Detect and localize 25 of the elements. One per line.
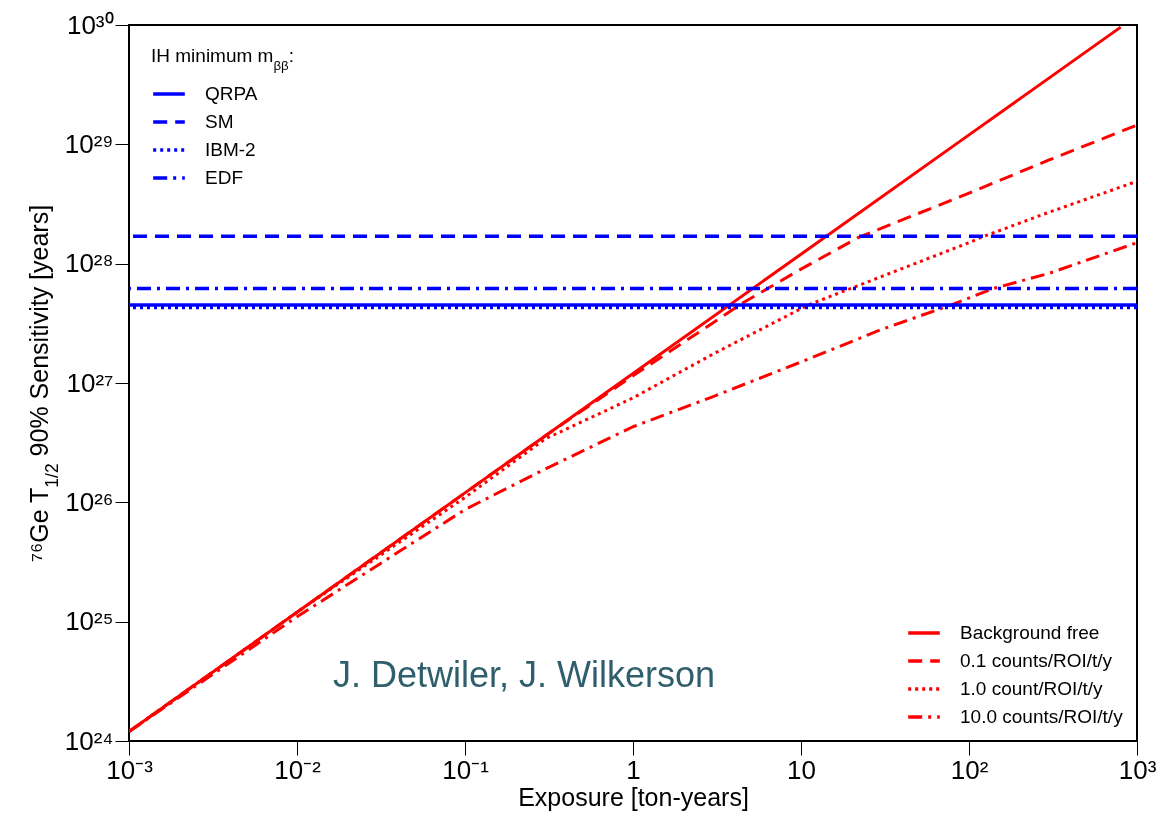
legend-label: QRPA: [205, 83, 258, 104]
legend-label: Background free: [960, 622, 1100, 643]
legend-title: IH minimum m$_{ββ}$:: [151, 45, 295, 73]
x-tick-label: 10³: [1118, 754, 1157, 785]
legend-label: 1.0 count/ROI/t/y: [960, 678, 1104, 699]
y-tick-label: 10²⁸: [64, 248, 114, 279]
annotation: J. Detwiler, J. Wilkerson: [332, 654, 716, 695]
legend-label: 0.1 counts/ROI/t/y: [960, 650, 1113, 671]
legend-label: IBM-2: [205, 139, 256, 160]
y-tick-label: 10³⁰: [66, 9, 114, 40]
legend-label: EDF: [205, 167, 243, 188]
legend-label: 10.0 counts/ROI/t/y: [960, 706, 1124, 727]
legend-label: SM: [205, 111, 234, 132]
x-tick-label: 10⁻¹: [442, 754, 490, 785]
y-tick-label: 10²⁵: [65, 606, 114, 637]
x-axis-title: Exposure [ton-years]: [518, 782, 749, 811]
x-tick-label: 10: [787, 754, 816, 785]
y-tick-label: 10²⁷: [66, 367, 114, 398]
y-tick-label: 10²⁶: [65, 486, 114, 517]
x-tick-label: 10⁻²: [274, 754, 322, 785]
y-tick-label: 10²⁹: [64, 128, 114, 159]
x-tick-label: 10²: [950, 754, 989, 785]
y-tick-label: 10²⁴: [64, 725, 114, 756]
x-tick-label: 10⁻³: [106, 754, 154, 785]
x-tick-label: 1: [626, 754, 641, 785]
